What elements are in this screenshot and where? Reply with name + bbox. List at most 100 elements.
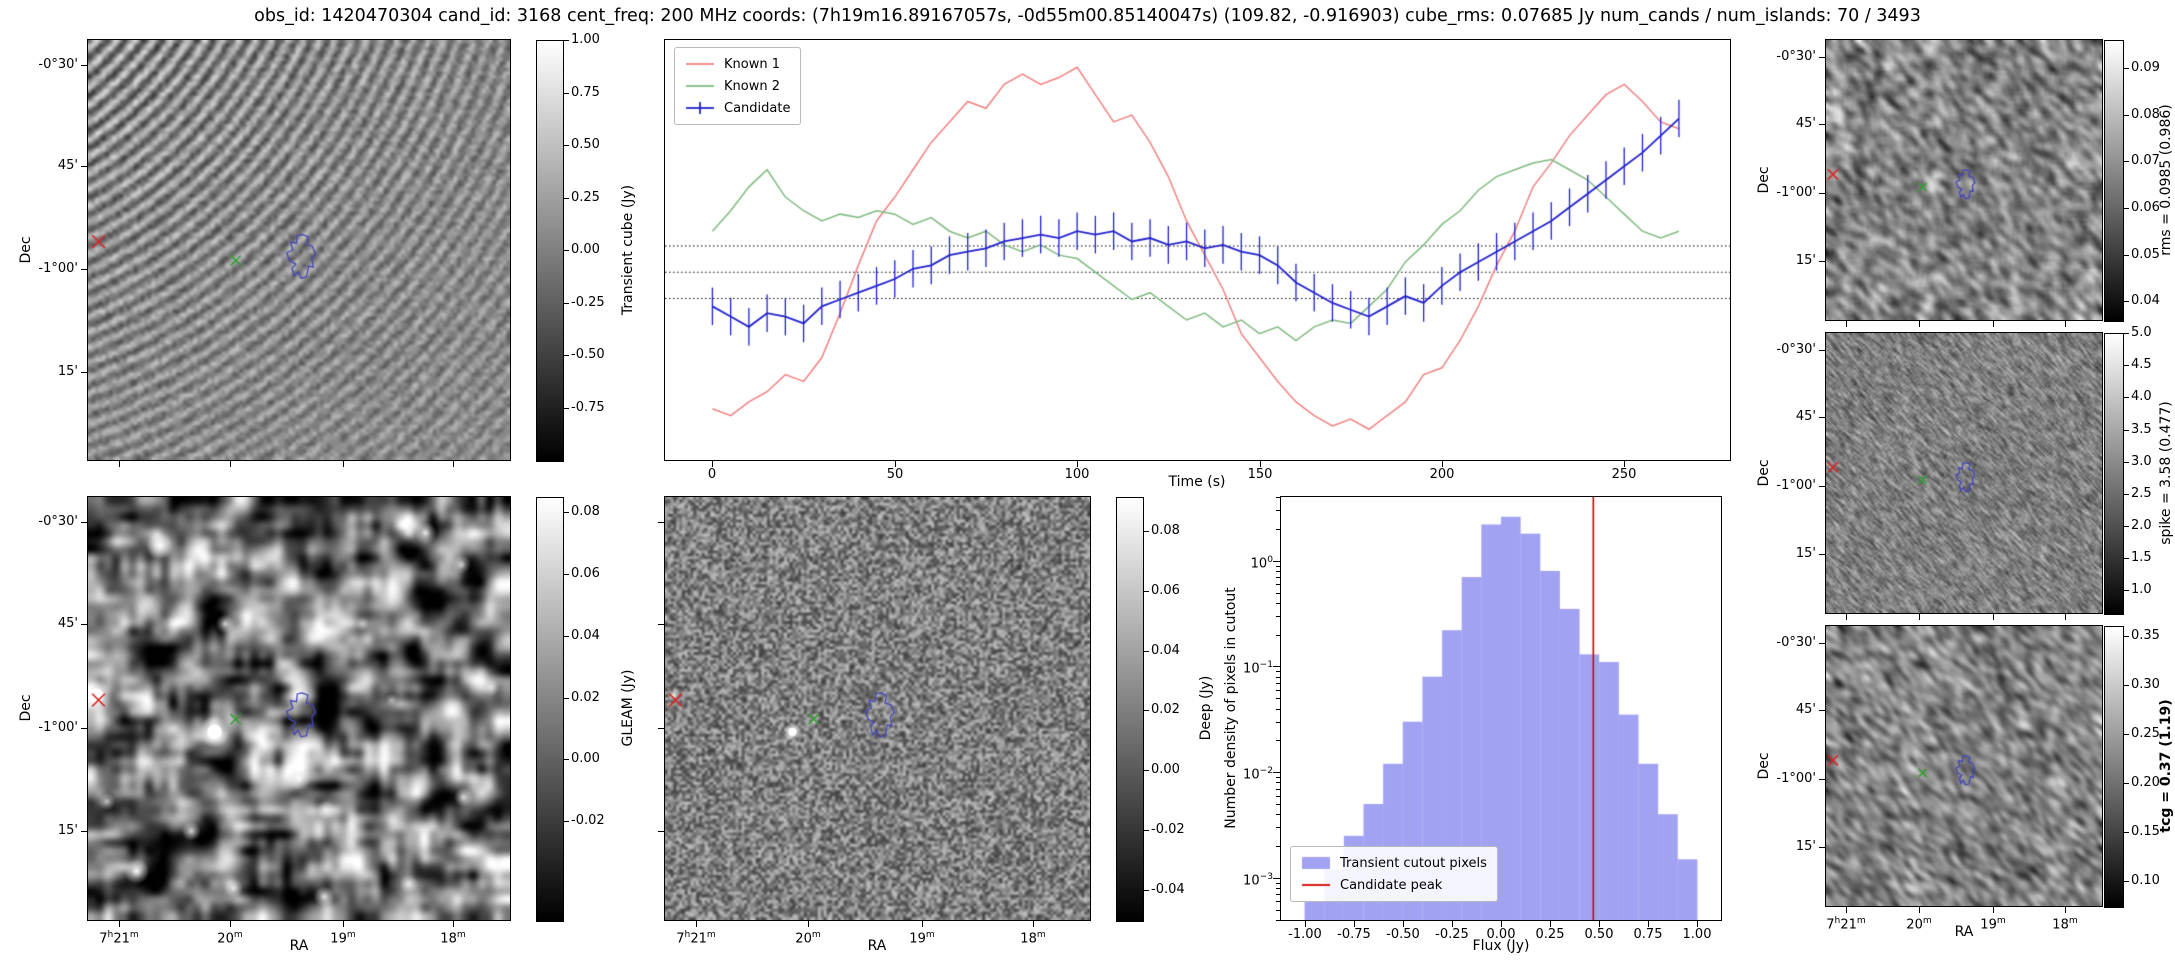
- axis-tick: [230, 921, 231, 927]
- x-tick-label: 0: [707, 467, 717, 482]
- axis-tick: [1624, 461, 1625, 467]
- deep-colorbar-label: Deep (Jy): [1198, 675, 1214, 741]
- axis-tick: [2124, 558, 2129, 559]
- axis-tick: [81, 269, 87, 270]
- axis-tick: [230, 461, 231, 467]
- colorbar-tick-label: 0.00: [1151, 762, 1180, 777]
- axis-tick: [453, 921, 454, 927]
- transient-colorbar-label: Transient cube (Jy): [620, 184, 636, 316]
- legend-line-swatch: [1301, 878, 1331, 892]
- legend-errorbar-swatch: [685, 101, 715, 115]
- colorbar-tick-label: 4.5: [2131, 357, 2152, 372]
- legend-item: Transient cutout pixels: [1301, 852, 1487, 874]
- x-tick-label: -0.25: [1435, 927, 1469, 942]
- colorbar-tick-label: 0.00: [571, 242, 600, 257]
- colorbar-tick-label: 3.0: [2131, 454, 2152, 469]
- axis-tick: [2124, 365, 2129, 366]
- dec-tick-label: -0°30': [1776, 49, 1816, 64]
- tcg-colorbar: [2104, 626, 2124, 908]
- axis-tick: [2124, 832, 2129, 833]
- axis-tick: [1993, 321, 1994, 327]
- rms-colorbar: [2104, 40, 2124, 322]
- axis-tick: [1144, 890, 1149, 891]
- axis-tick: [2124, 636, 2129, 637]
- axis-tick: [1819, 350, 1825, 351]
- axis-tick: [922, 921, 923, 927]
- axis-tick: [1550, 921, 1551, 927]
- axis-tick: [1354, 921, 1355, 927]
- axis-tick: [2065, 321, 2066, 327]
- spike-canvas: [1826, 333, 2102, 613]
- axis-tick: [1144, 591, 1149, 592]
- dec-axis-label: Dec: [18, 236, 34, 264]
- colorbar-tick-label: 0.08: [1151, 523, 1180, 538]
- lightcurve-legend: Known 1 Known 2 Candidate: [674, 47, 802, 125]
- tcg-colorbar-label: tcg = 0.37 (1.19): [2158, 699, 2174, 833]
- colorbar-tick-label: 0.06: [2131, 200, 2160, 215]
- axis-tick: [1276, 888, 1280, 889]
- axis-tick: [81, 372, 87, 373]
- axis-tick: [81, 522, 87, 523]
- axis-tick: [658, 728, 664, 729]
- colorbar-tick-label: 0.15: [2131, 824, 2160, 839]
- axis-tick: [1919, 321, 1920, 327]
- axis-tick: [1846, 907, 1847, 913]
- dec-tick-label: 45': [57, 616, 78, 631]
- axis-tick: [1819, 847, 1825, 848]
- legend-item-label: Known 1: [724, 56, 780, 72]
- ra-tick-label: 19m: [330, 930, 356, 947]
- x-tick-label: 100: [1064, 467, 1090, 482]
- axis-tick: [81, 166, 87, 167]
- axis-tick: [1276, 566, 1280, 567]
- axis-tick: [1819, 643, 1825, 644]
- dec-tick-label: 15': [57, 823, 78, 838]
- axis-tick: [1276, 910, 1280, 911]
- axis-tick: [1276, 683, 1280, 684]
- gleam-colorbar-label: GLEAM (Jy): [620, 669, 636, 747]
- axis-tick: [1276, 782, 1280, 783]
- axis-tick: [2124, 881, 2129, 882]
- axis-tick: [1993, 907, 1994, 913]
- colorbar-tick-label: 4.0: [2131, 389, 2152, 404]
- axis-tick: [1276, 698, 1280, 699]
- dec-tick-label: 45': [1795, 409, 1816, 424]
- spike-image-panel: [1825, 332, 2103, 614]
- legend-item: Candidate: [685, 97, 790, 119]
- dec-tick-label: 15': [1795, 839, 1816, 854]
- axis-tick: [119, 921, 120, 927]
- axis-tick: [2124, 430, 2129, 431]
- x-tick-label: 50: [886, 467, 904, 482]
- deep-image-panel: [664, 496, 1091, 921]
- axis-tick: [2124, 526, 2129, 527]
- colorbar-tick-label: 0.04: [571, 628, 600, 643]
- x-tick-label: -0.75: [1337, 927, 1371, 942]
- axis-tick: [564, 821, 569, 822]
- dec-tick-label: -0°30': [38, 514, 78, 529]
- axis-tick: [343, 461, 344, 467]
- axis-tick: [1276, 804, 1280, 805]
- axis-tick: [1648, 921, 1649, 927]
- axis-tick: [564, 145, 569, 146]
- axis-tick: [2124, 255, 2129, 256]
- colorbar-tick-label: -0.50: [571, 347, 605, 362]
- axis-tick: [1276, 510, 1280, 511]
- x-tick-label: 250: [1611, 467, 1637, 482]
- axis-tick: [1819, 193, 1825, 194]
- dec-tick-label: -1°00': [1776, 771, 1816, 786]
- colorbar-tick-label: 3.5: [2131, 422, 2152, 437]
- axis-tick: [564, 40, 569, 41]
- ra-tick-label: 18m: [440, 930, 466, 947]
- tcg-image-panel: [1825, 625, 2103, 907]
- axis-tick: [1276, 690, 1280, 691]
- axis-tick: [1276, 677, 1280, 678]
- transient-cube-image-panel: [87, 39, 511, 461]
- axis-tick: [564, 408, 569, 409]
- axis-tick: [2124, 783, 2129, 784]
- dec-tick-label: 15': [1795, 253, 1816, 268]
- axis-tick: [1819, 554, 1825, 555]
- colorbar-tick-label: 0.00: [571, 751, 600, 766]
- colorbar-tick-label: 0.50: [571, 137, 600, 152]
- colorbar-tick-label: 0.04: [2131, 293, 2160, 308]
- dec-tick-label: 15': [57, 364, 78, 379]
